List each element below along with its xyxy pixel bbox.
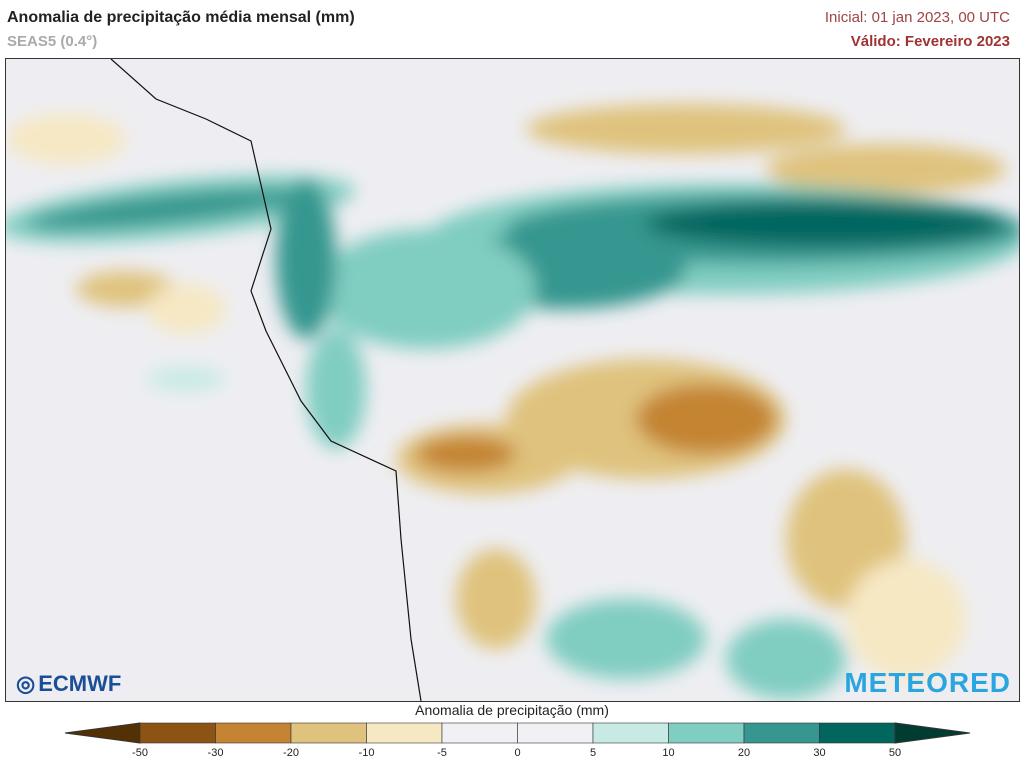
model-label: SEAS5 (0.4°) [7, 33, 98, 50]
colorbar-tick-label: -30 [208, 747, 224, 759]
south-america-coastline [110, 59, 422, 701]
colorbar-segment [668, 722, 745, 744]
colorbar-segment [592, 722, 669, 744]
colorbar-segment [215, 722, 292, 744]
colorbar-tick-label: 5 [590, 747, 596, 759]
colorbar-tick-label: -5 [437, 747, 447, 759]
ecmwf-logo: ◎ ECMWF [16, 671, 122, 696]
colorbar-tick-label: 50 [889, 747, 901, 759]
colorbar-under-arrow [64, 722, 141, 744]
colorbar-segment [441, 722, 518, 744]
precipitation-anomaly-map: ◎ ECMWF METEORED [5, 58, 1020, 702]
meteored-logo: METEORED [844, 667, 1011, 698]
colorbar-title: Anomalia de precipitação (mm) [415, 702, 609, 718]
ecmwf-swirl-icon: ◎ [16, 671, 36, 696]
colorbar-segment [290, 722, 367, 744]
colorbar-tick-label: -20 [283, 747, 299, 759]
colorbar-tick-label: -50 [132, 747, 148, 759]
colorbar-over-arrow [894, 722, 971, 744]
colorbar-segment [139, 722, 216, 744]
valid-date: Válido: Fevereiro 2023 [850, 33, 1010, 50]
colorbar: -50 -30 -20 -10 -5 0 5 10 20 30 50 [64, 722, 971, 759]
colorbar-tick-label: 0 [514, 747, 520, 759]
colorbar-tick-label: 30 [813, 747, 825, 759]
initial-date: Inicial: 01 jan 2023, 00 UTC [824, 9, 1010, 26]
map-field [6, 59, 1019, 701]
colorbar-segment [517, 722, 594, 744]
colorbar-segment [366, 722, 443, 744]
colorbar-tick-label: -10 [359, 747, 375, 759]
colorbar-tick-label: 20 [738, 747, 750, 759]
map-title: Anomalia de precipitação média mensal (m… [7, 9, 355, 26]
colorbar-segment [743, 722, 820, 744]
colorbar-segment [819, 722, 896, 744]
colorbar-tick-label: 10 [662, 747, 674, 759]
